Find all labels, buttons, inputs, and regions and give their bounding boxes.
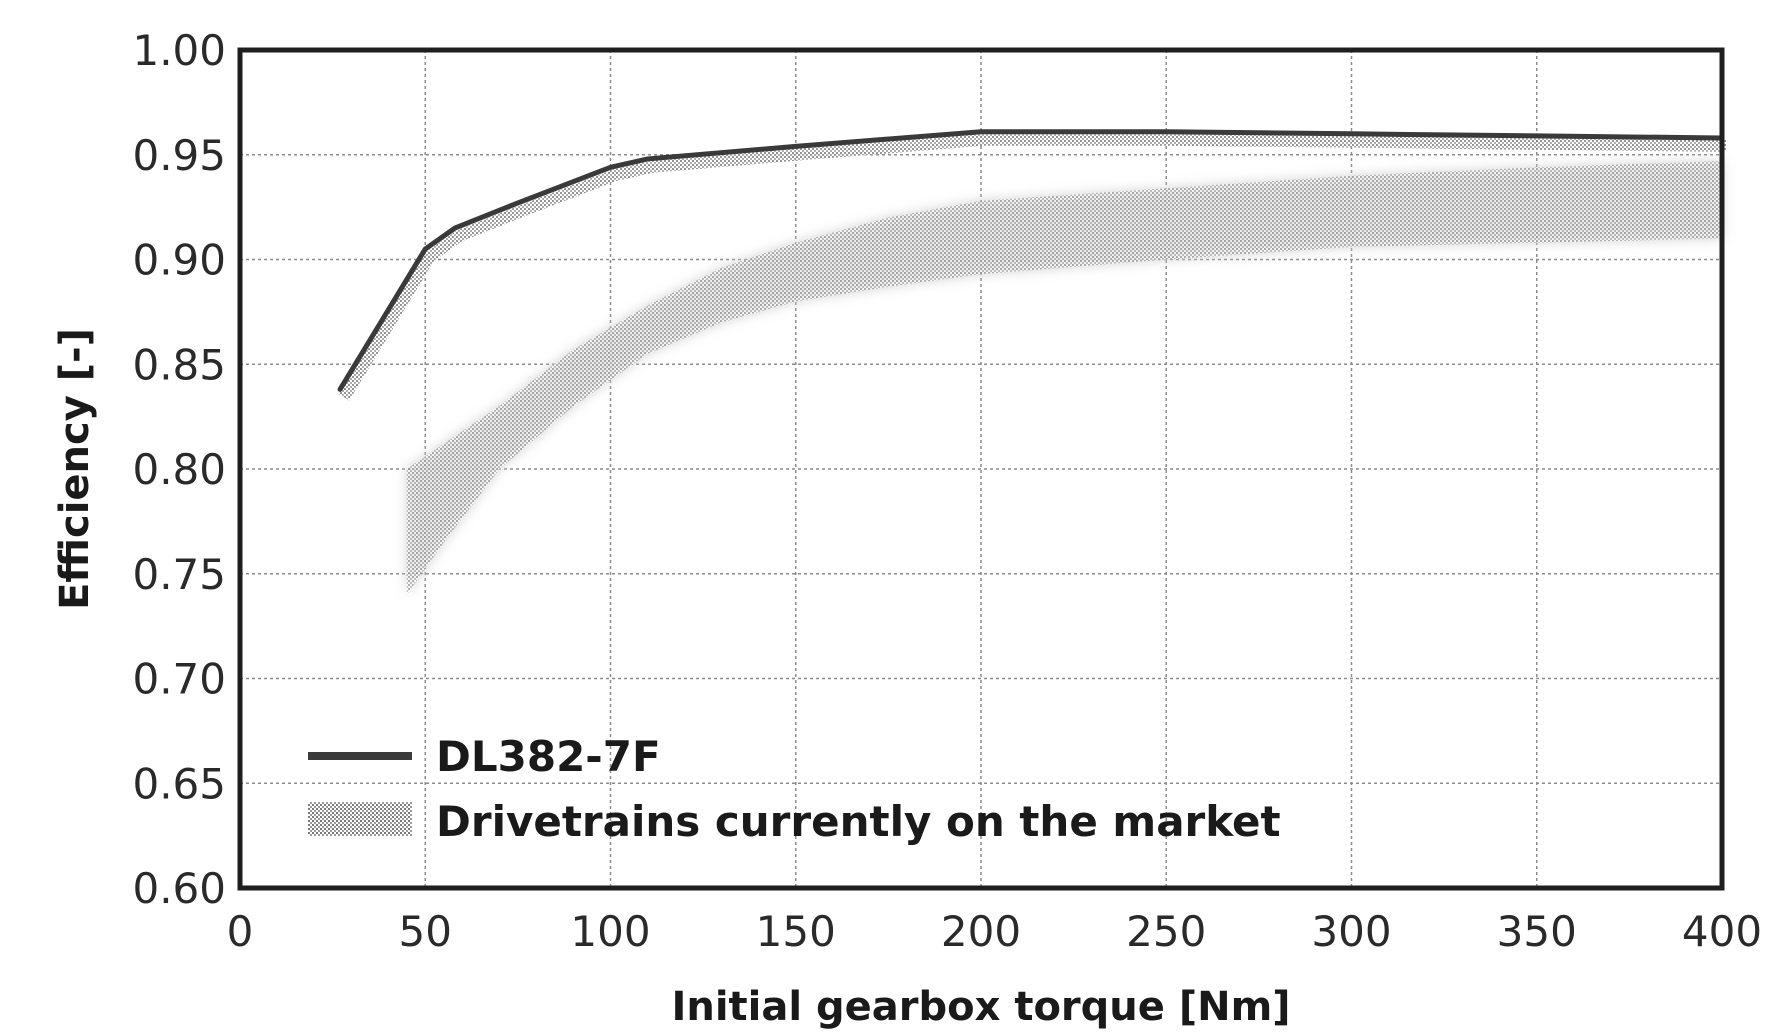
legend-label-dl382: DL382-7F [436, 732, 661, 781]
y-tick-label: 0.80 [132, 445, 226, 494]
y-tick-label: 0.65 [132, 759, 226, 808]
x-axis-ticks: 0 50 100 150 200 250 300 350 400 [227, 907, 1762, 956]
y-tick-label: 1.00 [132, 26, 226, 75]
x-axis-title: Initial gearbox torque [Nm] [671, 984, 1290, 1030]
y-tick-label: 0.75 [132, 550, 226, 599]
legend-label-market: Drivetrains currently on the market [436, 797, 1281, 846]
plot-frame [237, 47, 1725, 891]
dl382-line-shadow [338, 133, 1727, 401]
y-tick-label: 0.70 [132, 655, 226, 704]
legend-band-swatch [308, 802, 412, 836]
x-tick-label: 0 [227, 907, 254, 956]
y-tick-label: 0.85 [132, 340, 226, 389]
y-tick-label: 0.90 [132, 236, 226, 285]
dl382-line [337, 129, 1725, 392]
x-tick-label: 300 [1311, 907, 1391, 956]
x-tick-label: 250 [1126, 907, 1206, 956]
market-band-layer [406, 161, 1723, 595]
y-tick-label: 0.95 [132, 131, 226, 180]
x-tick-label: 350 [1497, 907, 1577, 956]
x-tick-label: 150 [756, 907, 836, 956]
dl382-line-layer [337, 129, 1727, 401]
legend: DL382-7F Drivetrains currently on the ma… [308, 732, 1281, 846]
y-axis-ticks: 0.60 0.65 0.70 0.75 0.80 0.85 0.90 0.95 1.00 [132, 26, 226, 913]
market-band-core [406, 161, 1723, 595]
y-tick-label: 0.60 [132, 864, 226, 913]
x-tick-label: 200 [941, 907, 1021, 956]
x-tick-label: 400 [1682, 907, 1762, 956]
x-tick-label: 50 [399, 907, 452, 956]
x-tick-label: 100 [570, 907, 650, 956]
y-axis-title: Efficiency [-] [52, 328, 98, 610]
